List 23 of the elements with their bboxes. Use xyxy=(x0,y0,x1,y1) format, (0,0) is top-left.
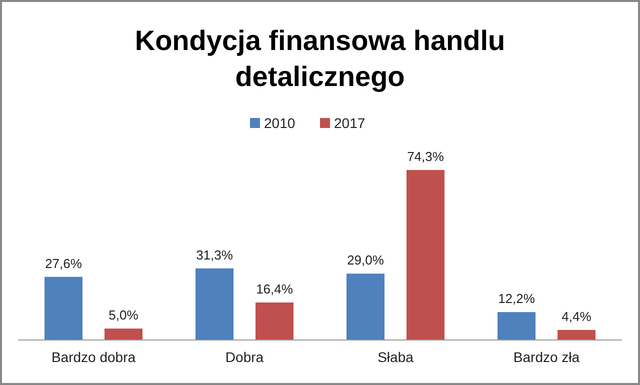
bar xyxy=(406,170,444,340)
x-tick-label: Bardzo zła xyxy=(513,349,580,365)
data-label: 16,4% xyxy=(256,281,294,296)
bar xyxy=(44,276,82,340)
data-label: 74,3% xyxy=(407,149,444,164)
bar xyxy=(104,328,142,340)
bar xyxy=(498,312,536,340)
bar xyxy=(346,274,384,340)
data-label: 31,3% xyxy=(196,247,234,262)
bar xyxy=(196,268,234,340)
x-tick-label: Słaba xyxy=(378,349,414,365)
chart-title: Kondycja finansowa handlu detalicznego xyxy=(134,25,506,92)
data-label: 27,6% xyxy=(45,256,82,271)
data-label: 12,2% xyxy=(498,291,536,306)
x-tick-label: Dobra xyxy=(225,349,264,365)
bar xyxy=(256,302,294,340)
bar xyxy=(558,330,596,340)
x-tick-label: Bardzo dobra xyxy=(51,349,136,365)
data-label: 29,0% xyxy=(347,252,384,268)
data-label: 4,4% xyxy=(562,308,592,324)
legend-label: 2017 xyxy=(334,115,366,131)
data-label: 5,0% xyxy=(108,308,139,323)
legend-label: 2010 xyxy=(264,115,296,131)
